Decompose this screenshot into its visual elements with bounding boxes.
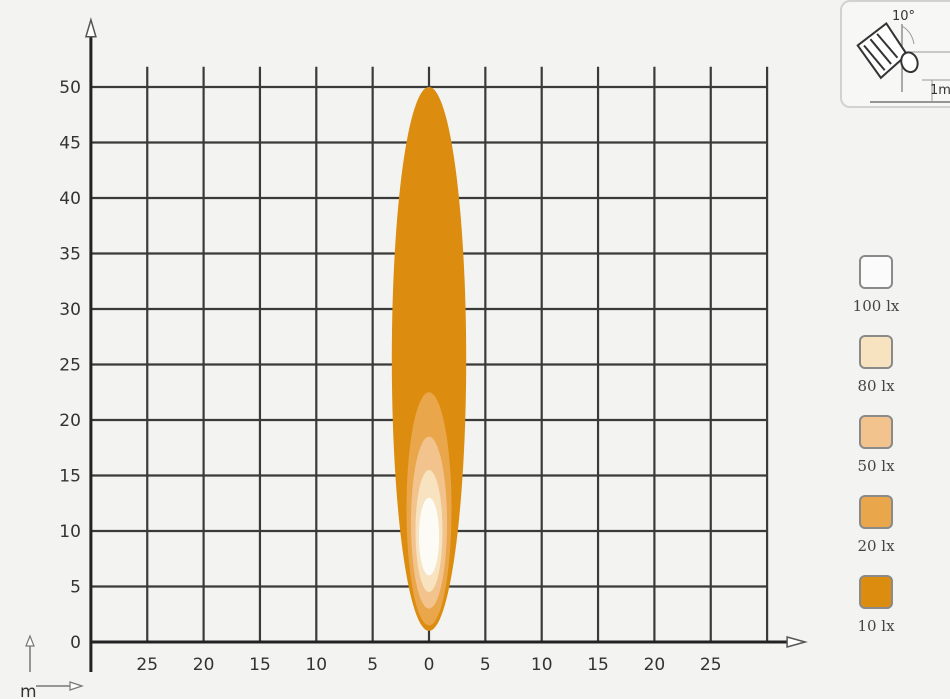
legend-item-10lx: 10 lx (843, 575, 933, 655)
y-tick-label: 10 (59, 522, 81, 542)
legend-swatch (859, 255, 893, 289)
legend-item-80lx: 80 lx (843, 335, 933, 415)
legend-item-20lx: 20 lx (843, 495, 933, 575)
mount-height-label: 1m (930, 83, 950, 98)
y-tick-label: 25 (59, 356, 81, 376)
x-tick-label: 5 (367, 655, 378, 675)
legend-swatch (859, 335, 893, 369)
work-lamp-mounting-icon: 10° 1m (856, 9, 950, 103)
y-tick-label: 40 (59, 189, 81, 209)
y-tick-label: 5 (70, 578, 81, 598)
isolux-zone (418, 497, 440, 576)
legend-swatch (859, 495, 893, 529)
mounting-panel: 10° 1m (840, 0, 950, 108)
x-axis-arrow (786, 636, 808, 648)
x-tick-label: 15 (249, 655, 271, 675)
legend-swatch (859, 575, 893, 609)
legend-label: 80 lx (857, 377, 895, 395)
y-tick-label: 20 (59, 411, 81, 431)
axes (84, 17, 808, 672)
legend-label: 100 lx (852, 297, 900, 315)
y-axis-arrow (84, 17, 97, 38)
legend-label: 10 lx (857, 617, 895, 635)
x-tick-label: 25 (136, 655, 158, 675)
x-tick-label: 10 (305, 655, 327, 675)
legend-item-50lx: 50 lx (843, 415, 933, 495)
y-tick-label: 0 (70, 633, 81, 653)
unit-indicator: m (20, 634, 84, 699)
x-tick-label: 20 (644, 655, 666, 675)
x-tick-label: 10 (531, 655, 553, 675)
legend-label: 20 lx (857, 537, 895, 555)
y-tick-label: 15 (59, 467, 81, 487)
light-zones (391, 87, 467, 631)
legend-swatch (859, 415, 893, 449)
x-tick-label: 5 (480, 655, 491, 675)
x-tick-label: 25 (700, 655, 722, 675)
legend-item-100lx: 100 lx (843, 255, 933, 335)
x-tick-label: 0 (424, 655, 435, 675)
y-tick-label: 45 (59, 134, 81, 154)
x-tick-label: 20 (193, 655, 215, 675)
y-tick-label: 35 (59, 245, 81, 265)
y-tick-label: 30 (59, 300, 81, 320)
legend-label: 50 lx (857, 457, 895, 475)
x-tick-label: 15 (587, 655, 609, 675)
unit-label: m (20, 682, 37, 699)
mount-angle-label: 10° (892, 9, 915, 24)
lux-legend: 100 lx 80 lx 50 lx 20 lx 10 lx (843, 255, 933, 655)
y-tick-label: 50 (59, 78, 81, 98)
